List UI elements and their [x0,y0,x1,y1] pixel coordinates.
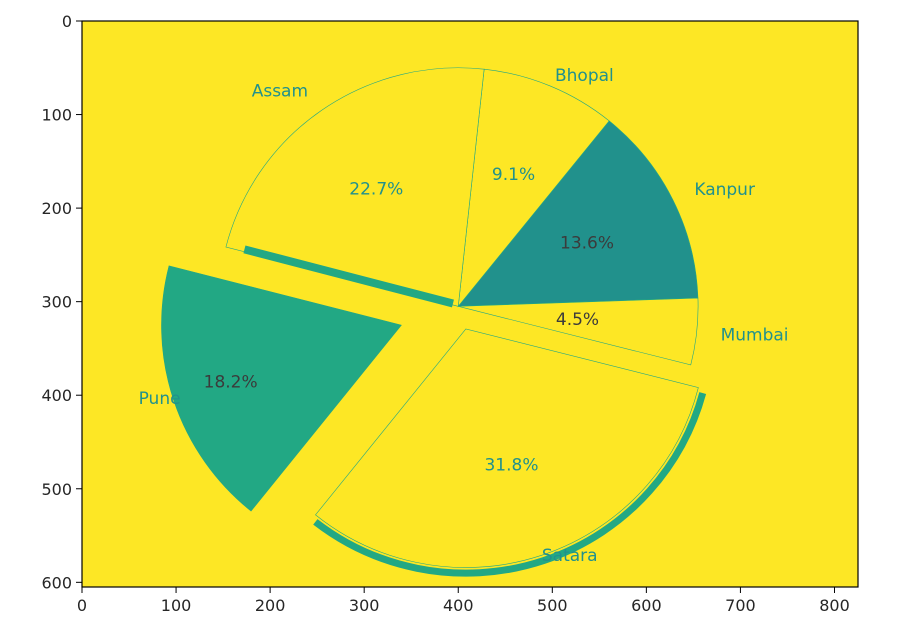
y-tick-label: 500 [41,480,72,499]
x-axis: 0 100 200 300 400 500 600 700 800 [77,587,850,615]
slice-percent-label: 18.2% [204,373,258,393]
slice-percent-label: 9.1% [492,165,535,185]
pie-slice [457,68,610,308]
slice-percent-label: 22.7% [349,180,403,200]
y-tick-label: 300 [41,293,72,312]
slice-percent-label: 4.5% [556,310,599,330]
x-tick-label: 600 [631,596,662,615]
slice-percent-label: 13.6% [560,233,614,253]
x-tick-label: 500 [537,596,568,615]
slice-label: Satara [542,546,598,566]
pie-layer [161,67,707,577]
y-tick-label: 100 [41,106,72,125]
x-tick-label: 100 [161,596,192,615]
slice-label: Assam [252,82,308,102]
y-tick-label: 0 [62,12,72,31]
slice-label: Pune [139,389,181,409]
pie-slice-edge [243,245,454,308]
pie-slice [225,67,485,307]
y-tick-label: 400 [41,386,72,405]
slice-label: Kanpur [694,180,755,200]
slice-percent-label: 31.8% [484,456,538,476]
x-tick-label: 0 [77,596,87,615]
y-tick-label: 600 [41,573,72,592]
x-tick-label: 400 [443,596,474,615]
x-tick-label: 200 [255,596,286,615]
slice-label: Mumbai [721,325,789,345]
y-axis: 0 100 200 300 400 500 600 [41,12,82,592]
pie-slice-rim [313,392,707,577]
pie-slice [458,297,699,366]
x-tick-label: 300 [349,596,380,615]
pie-slice [457,120,699,307]
x-tick-label: 700 [725,596,756,615]
pie-slice [161,265,402,512]
y-tick-label: 200 [41,199,72,218]
slice-label: Bhopal [555,66,614,86]
axes-frame [81,20,859,588]
label-layer: Kanpur 13.6% Bhopal 9.1% Assam 22.7% Pune 18.2%… [139,66,789,566]
x-tick-label: 800 [819,596,850,615]
pie-slice [315,328,699,568]
